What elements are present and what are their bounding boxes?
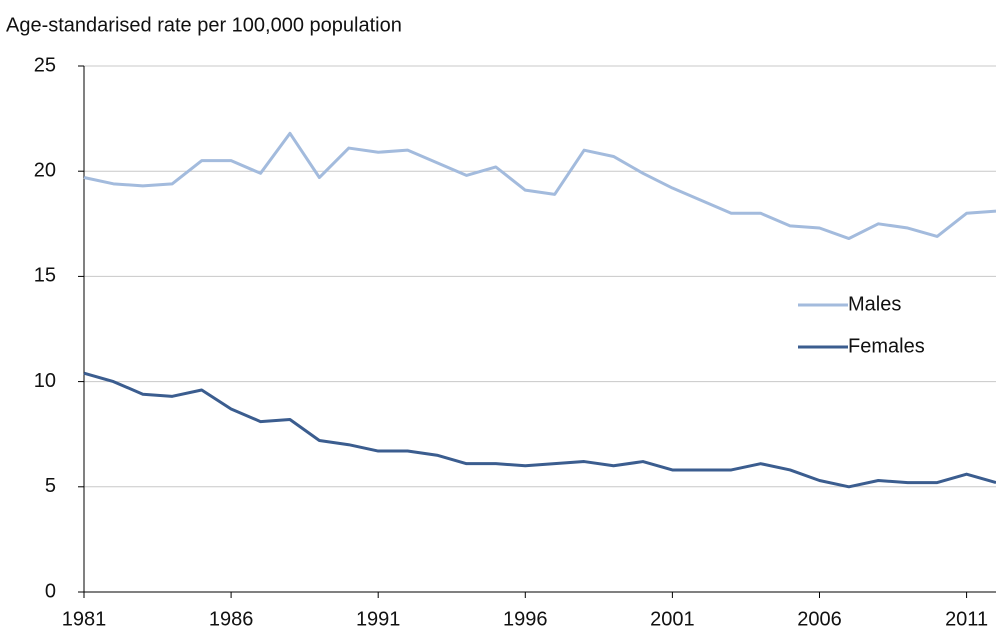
- series-line: [83, 371, 996, 489]
- legend-label: Females: [848, 335, 925, 357]
- y-tick-label: 25: [34, 54, 56, 76]
- x-tick-label: 2006: [797, 608, 842, 630]
- x-tick-label: 1991: [356, 608, 401, 630]
- chart-title: Age-standarised rate per 100,000 populat…: [6, 14, 402, 36]
- legend-label: Males: [848, 293, 901, 315]
- y-tick-label: 20: [34, 159, 56, 181]
- x-tick-label: 1986: [209, 608, 254, 630]
- x-tick-label: 2011: [945, 608, 988, 630]
- x-tick-label: 1981: [62, 608, 107, 630]
- y-tick-label: 0: [45, 580, 56, 602]
- series-line: [83, 131, 996, 241]
- y-tick-label: 15: [34, 265, 56, 287]
- x-tick-label: 1996: [503, 608, 548, 630]
- x-tick-label: 2001: [650, 608, 695, 630]
- y-tick-label: 10: [34, 370, 56, 392]
- y-tick-label: 5: [45, 475, 56, 497]
